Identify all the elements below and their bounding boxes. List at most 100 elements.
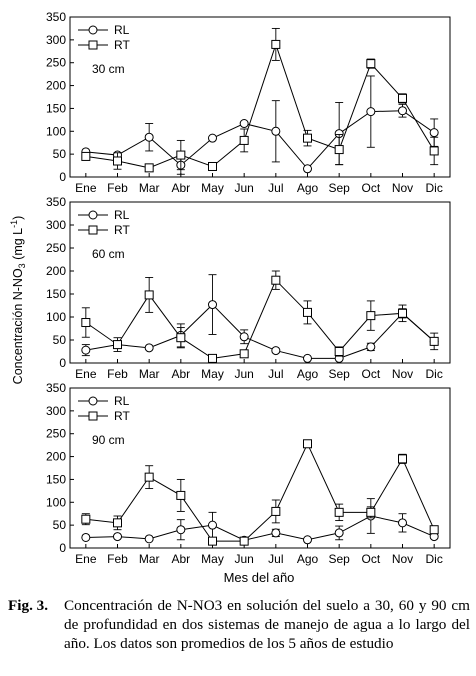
y-tick-label: 50 — [53, 518, 67, 532]
data-point — [176, 490, 186, 500]
y-tick-label: 200 — [46, 264, 66, 278]
x-tick-label: Mar — [139, 552, 160, 566]
data-point — [398, 454, 407, 464]
y-tick-label: 100 — [46, 124, 66, 138]
x-tick-label: May — [201, 552, 224, 566]
caption-text: Concentración de N-NO3 en solución del s… — [64, 597, 470, 652]
y-tick-label: 300 — [46, 404, 66, 418]
y-tick-label: 150 — [46, 101, 66, 115]
data-point — [144, 472, 154, 482]
legend-label: RT — [114, 38, 130, 52]
plot-frame — [69, 201, 451, 364]
data-point — [176, 525, 186, 535]
x-tick-label: Dic — [425, 181, 442, 195]
series-line — [85, 110, 435, 170]
figure-caption: Fig. 3. Concentración de N-NO3 en soluci… — [8, 596, 470, 653]
y-axis-label: Concentración N-NO3 (mg L-1) — [9, 216, 27, 385]
x-tick-label: Abr — [171, 181, 190, 195]
legend-label: RL — [114, 208, 130, 222]
y-tick-label: 0 — [59, 356, 66, 370]
x-tick-label: Nov — [392, 181, 413, 195]
data-point — [239, 332, 249, 342]
data-point — [429, 525, 439, 535]
data-point — [366, 342, 376, 352]
legend-marker — [88, 40, 98, 50]
y-tick-label: 250 — [46, 241, 66, 255]
data-point — [239, 349, 249, 359]
data-point — [144, 132, 154, 142]
y-tick-label: 0 — [59, 170, 66, 184]
x-tick-label: May — [201, 181, 224, 195]
legend-marker — [88, 396, 98, 406]
data-point — [176, 333, 186, 343]
y-tick-label: 50 — [53, 333, 67, 347]
y-tick-label: 50 — [53, 147, 67, 161]
data-point — [271, 528, 281, 538]
data-point — [334, 145, 344, 155]
data-point — [239, 119, 249, 129]
x-tick-label: Mar — [139, 367, 160, 381]
x-tick-label: Ene — [75, 367, 97, 381]
x-tick-label: Jun — [234, 367, 253, 381]
y-tick-label: 350 — [46, 381, 66, 395]
y-tick-label: 250 — [46, 427, 66, 441]
data-point — [81, 318, 91, 328]
series-RL — [81, 274, 439, 363]
series-line — [85, 515, 435, 541]
data-point — [303, 133, 312, 143]
x-tick-label: Jul — [268, 367, 283, 381]
legend-label: RT — [114, 223, 130, 237]
data-point — [208, 161, 217, 171]
x-tick-label: Jul — [268, 181, 283, 195]
x-tick-label: Ago — [297, 181, 319, 195]
data-point — [239, 135, 249, 145]
y-tick-label: 100 — [46, 495, 66, 509]
x-tick-label: Nov — [392, 367, 413, 381]
series-line — [85, 42, 435, 169]
data-point — [144, 290, 154, 300]
x-tick-label: Jun — [234, 181, 253, 195]
legend-label: RL — [114, 23, 130, 37]
y-tick-label: 350 — [46, 10, 66, 24]
series-line — [85, 303, 435, 359]
data-point — [366, 107, 376, 117]
x-tick-label: Ago — [297, 552, 319, 566]
x-axis-label: Mes del año — [224, 570, 295, 585]
data-point — [429, 128, 439, 138]
x-tick-label: Dic — [425, 552, 442, 566]
data-point — [271, 275, 281, 285]
data-point — [81, 151, 91, 161]
data-point — [81, 514, 91, 524]
data-point — [398, 518, 407, 528]
x-tick-label: Mar — [139, 181, 160, 195]
data-point — [398, 106, 407, 116]
x-tick-label: Jun — [234, 552, 253, 566]
x-tick-label: Abr — [171, 367, 190, 381]
data-point — [113, 518, 122, 528]
plot-frame — [69, 16, 451, 178]
data-point — [208, 536, 217, 546]
data-point — [208, 300, 217, 310]
series-line — [85, 279, 435, 359]
x-tick-label: Ene — [75, 181, 97, 195]
series-RT — [81, 439, 439, 546]
y-tick-label: 200 — [46, 450, 66, 464]
legend-marker — [88, 411, 98, 421]
x-tick-label: Jul — [268, 552, 283, 566]
x-tick-label: Abr — [171, 552, 190, 566]
series-RT — [81, 270, 439, 363]
data-point — [303, 164, 312, 174]
series-line — [85, 442, 435, 542]
data-point — [271, 506, 281, 516]
y-tick-label: 0 — [59, 541, 66, 555]
y-tick-label: 300 — [46, 33, 66, 47]
x-tick-label: Oct — [361, 181, 380, 195]
data-point — [398, 308, 407, 318]
data-point — [144, 343, 154, 353]
y-tick-label: 150 — [46, 287, 66, 301]
data-point — [334, 528, 344, 538]
data-point — [208, 520, 217, 530]
legend-marker — [88, 225, 98, 235]
